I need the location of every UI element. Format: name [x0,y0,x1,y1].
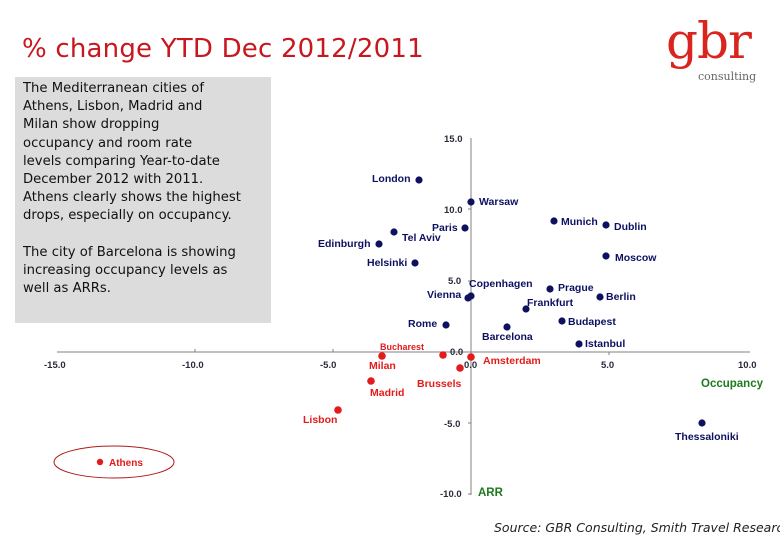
label-athens: Athens [109,458,143,469]
data-point-frankfurt[interactable] [522,305,530,313]
data-point-munich[interactable] [550,217,558,225]
blue-series: London Warsaw Paris Tel Aviv Edinburgh H… [318,173,739,443]
data-point-vienna[interactable] [464,294,472,302]
data-point-lisbon[interactable] [334,406,342,414]
label-dublin: Dublin [614,221,647,233]
data-point-istanbul[interactable] [575,340,583,348]
data-point-helsinki[interactable] [411,259,419,267]
label-rome: Rome [408,318,437,330]
label-paris: Paris [432,222,458,234]
label-munich: Munich [561,216,598,228]
x-tick-label: -5.0 [320,360,336,371]
athens-callout-ellipse [53,445,175,479]
data-point-prague[interactable] [546,285,554,293]
label-edinburgh: Edinburgh [318,238,371,250]
label-vienna: Vienna [427,289,461,301]
label-lisbon: Lisbon [303,414,337,426]
label-warsaw: Warsaw [479,196,519,208]
y-axis-ticks [468,208,471,495]
data-point-budapest[interactable] [558,317,566,325]
y-tick-label: -5.0 [444,419,460,430]
label-istanbul: Istanbul [585,338,625,350]
logo-subtitle: consulting [698,70,757,83]
data-point-thessaloniki[interactable] [698,419,706,427]
y-tick-label: 0.0 [450,347,463,358]
red-series: Bucharest Milan Amsterdam Brussels Madri… [303,342,541,426]
x-tick-label: 10.0 [738,360,757,371]
data-point-barcelona[interactable] [503,323,511,331]
x-tick-label: 5.0 [601,360,614,371]
data-point-paris[interactable] [461,224,469,232]
logo-wordmark: gbr [666,12,752,70]
label-tel-aviv: Tel Aviv [402,232,441,244]
data-point-berlin[interactable] [596,293,604,301]
page-title: % change YTD Dec 2012/2011 [22,34,424,64]
data-point-moscow[interactable] [602,252,610,260]
commentary-paragraph-2: The city of Barcelona is showing increas… [23,244,236,297]
label-frankfurt: Frankfurt [527,297,574,309]
data-point-dublin[interactable] [602,221,610,229]
x-tick-label: -10.0 [182,360,204,371]
data-point-tel-aviv[interactable] [390,228,398,236]
label-amsterdam: Amsterdam [483,355,541,367]
axes: -15.0 -10.0 -5.0 0.0 5.0 10.0 15.0 10.0 … [44,134,764,500]
label-brussels: Brussels [417,378,462,390]
x-axis-ticks [194,349,610,355]
commentary-paragraph-1: The Mediterranean cities of Athens, Lisb… [23,81,241,224]
athens-legend: Athens [53,445,175,479]
y-tick-label: 15.0 [444,134,463,145]
label-madrid: Madrid [370,387,404,399]
label-budapest: Budapest [568,316,616,328]
data-point-london[interactable] [415,176,423,184]
y-tick-label: 10.0 [444,205,463,216]
label-copenhagen: Copenhagen [469,278,533,290]
data-point-warsaw[interactable] [467,198,475,206]
y-axis-title: ARR [478,487,504,499]
gbr-consulting-logo: gbr consulting [662,16,772,90]
label-barcelona: Barcelona [482,331,533,343]
data-point-amsterdam[interactable] [467,353,475,361]
y-tick-label: -10.0 [440,489,462,500]
label-bucharest: Bucharest [380,342,424,352]
label-milan: Milan [369,360,396,372]
data-point-edinburgh[interactable] [375,240,383,248]
commentary-box: The Mediterranean cities of Athens, Lisb… [15,77,271,323]
x-tick-label: 0.0 [464,360,477,371]
x-tick-label: -15.0 [44,360,66,371]
data-point-athens[interactable] [96,458,104,466]
label-london: London [372,173,410,185]
label-helsinki: Helsinki [367,257,407,269]
label-moscow: Moscow [615,252,657,264]
data-point-bucharest[interactable] [439,351,447,359]
data-point-rome[interactable] [442,321,450,329]
data-point-madrid[interactable] [367,377,375,385]
label-thessaloniki: Thessaloniki [675,431,739,443]
data-point-brussels[interactable] [456,364,464,372]
label-berlin: Berlin [606,291,636,303]
data-point-milan[interactable] [378,352,386,360]
label-prague: Prague [558,282,594,294]
x-axis-title: Occupancy [701,378,764,390]
y-tick-label: 5.0 [448,276,461,287]
source-note: Source: GBR Consulting, Smith Travel Res… [494,520,780,535]
